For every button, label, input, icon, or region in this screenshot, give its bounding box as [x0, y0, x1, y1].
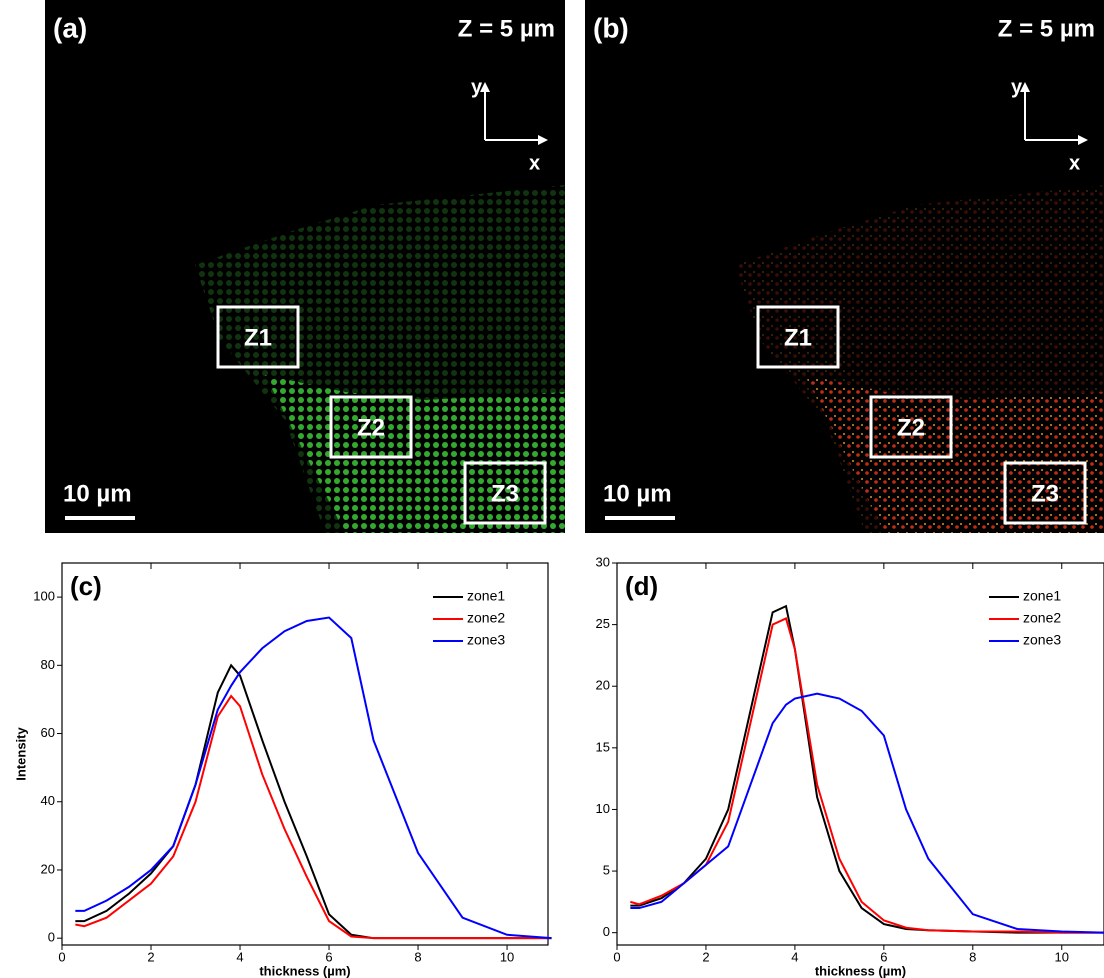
plot-frame — [616, 562, 1104, 946]
y-tick-label: 30 — [596, 554, 610, 569]
micrograph: (b) Z = 5 µm y x Z1 Z2 Z3 10 µm — [585, 0, 1104, 533]
series-line — [630, 617, 1104, 934]
arrowhead — [1020, 82, 1030, 92]
x-tick-label: 10 — [500, 949, 514, 964]
x-tick-label: 2 — [147, 949, 154, 964]
panel-label: (b) — [593, 12, 629, 43]
x-tick-label: 8 — [969, 949, 976, 964]
x-axis-title: thickness (µm) — [259, 963, 350, 978]
series-line — [75, 616, 552, 940]
micrograph: (a) Z = 5 µm y x Z1 Z2 Z3 10 µm — [45, 0, 565, 533]
legend-label: zone3 — [1023, 632, 1061, 648]
y-tick-label: 5 — [603, 863, 610, 878]
y-tick-label: 10 — [596, 801, 610, 816]
x-tick-label: 6 — [880, 949, 887, 964]
x-tick-label: 4 — [791, 949, 798, 964]
zone-box — [869, 395, 953, 459]
zone-label: Z3 — [491, 480, 519, 507]
scale-bar-label: 10 µm — [63, 480, 132, 507]
series-line — [630, 604, 1104, 934]
x-tick-label: 2 — [702, 949, 709, 964]
zone-box — [216, 305, 300, 369]
y-tick-label: 80 — [41, 657, 55, 672]
plot-frame — [61, 562, 549, 946]
zone-label: Z2 — [357, 414, 385, 441]
y-tick-label: 0 — [603, 924, 610, 939]
legend-label: zone2 — [1023, 610, 1061, 626]
panel-label: (a) — [53, 12, 87, 43]
x-tick-label: 0 — [613, 949, 620, 964]
axis-x-label: x — [1069, 152, 1080, 174]
y-tick-label: 25 — [596, 616, 610, 631]
y-tick-label: 20 — [41, 861, 55, 876]
y-tick-label: 20 — [596, 678, 610, 693]
legend-label: zone2 — [467, 610, 505, 626]
y-tick-label: 15 — [596, 739, 610, 754]
x-tick-label: 6 — [325, 949, 332, 964]
x-tick-label: 10 — [1055, 949, 1069, 964]
zone-label: Z3 — [1031, 480, 1059, 507]
zone-box — [463, 461, 547, 525]
cell-region-dense — [265, 375, 565, 533]
arrowhead — [480, 82, 490, 92]
zone-label: Z2 — [897, 414, 925, 441]
legend-label: zone1 — [1023, 588, 1061, 604]
x-axis-title: thickness (µm) — [815, 963, 906, 978]
series-line — [630, 692, 1104, 934]
y-tick-label: 0 — [48, 930, 55, 945]
axis-x-label: x — [529, 152, 540, 174]
zone-box — [1003, 461, 1087, 525]
x-tick-label: 8 — [414, 949, 421, 964]
series-line — [75, 663, 552, 940]
chart-label: (d) — [625, 571, 658, 601]
legend-label: zone1 — [467, 588, 505, 604]
depth-label: Z = 5 µm — [998, 15, 1095, 42]
y-tick-label: 40 — [41, 793, 55, 808]
zone-box — [756, 305, 840, 369]
legend-label: zone3 — [467, 632, 505, 648]
chart-label: (c) — [70, 571, 102, 601]
series-line — [75, 694, 552, 940]
y-tick-label: 100 — [33, 589, 55, 604]
arrowhead — [1078, 135, 1088, 145]
axis-y-label: y — [471, 76, 483, 98]
x-tick-label: 0 — [58, 949, 65, 964]
scale-bar-label: 10 µm — [603, 480, 672, 507]
zone-box — [329, 395, 413, 459]
y-axis-title: Intensity — [13, 727, 28, 781]
cell-region-dense — [805, 375, 1104, 533]
zone-label: Z1 — [784, 324, 812, 351]
x-tick-label: 4 — [236, 949, 243, 964]
axis-y-label: y — [1011, 76, 1023, 98]
y-tick-label: 60 — [41, 725, 55, 740]
depth-label: Z = 5 µm — [458, 15, 555, 42]
zone-label: Z1 — [244, 324, 272, 351]
arrowhead — [538, 135, 548, 145]
